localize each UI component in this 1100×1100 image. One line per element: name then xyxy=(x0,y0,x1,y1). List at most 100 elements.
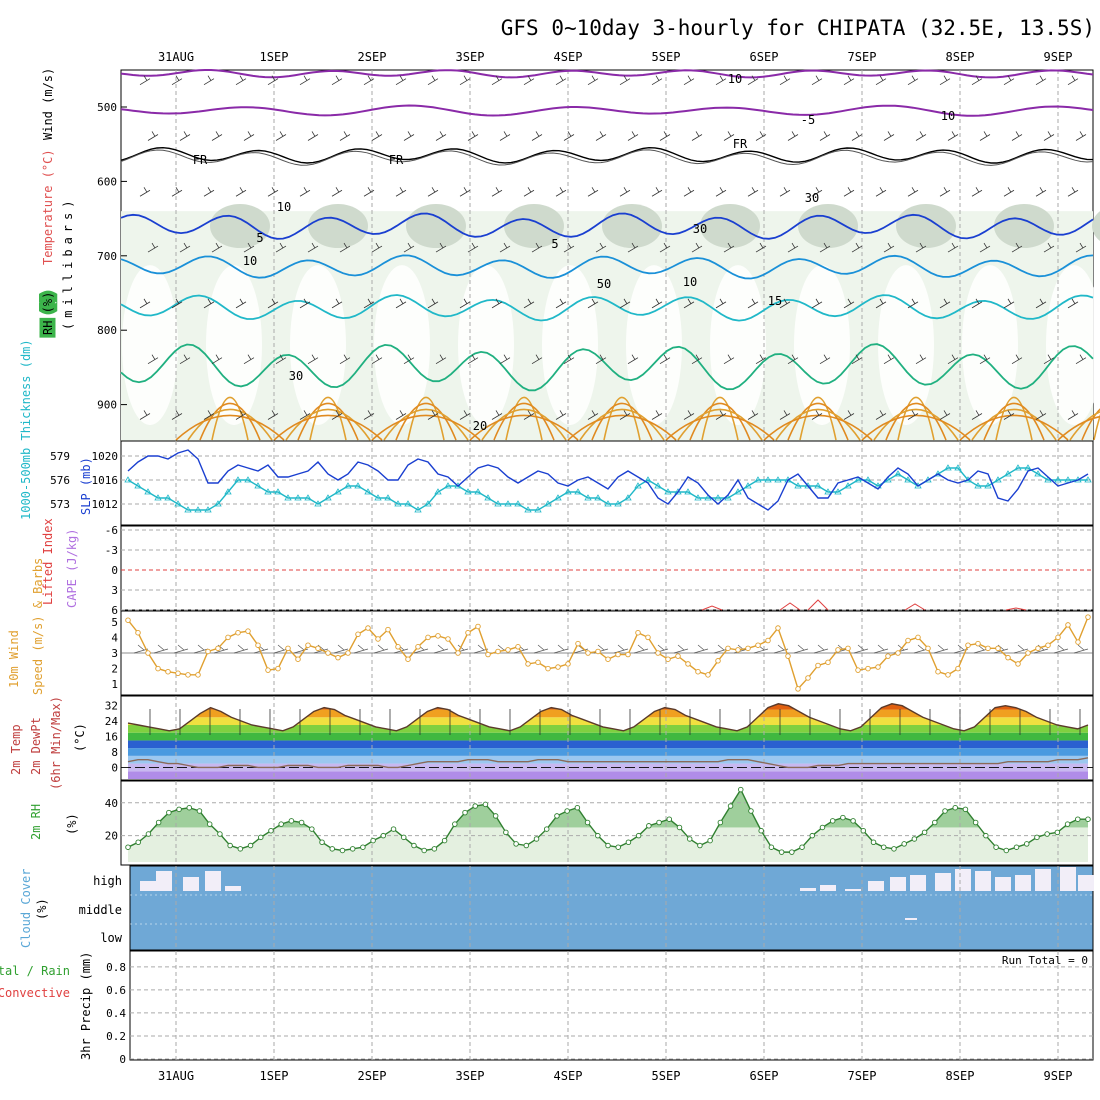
wind-barb xyxy=(531,242,543,253)
wind-barb xyxy=(691,131,703,141)
thickness-point xyxy=(504,500,512,507)
wind-barb xyxy=(1003,75,1015,86)
wind-barb xyxy=(1075,242,1087,253)
rh-2m-point xyxy=(564,808,570,814)
top-date-axis: 31AUG 1SEP 2SEP 3SEP 4SEP 5SEP 6SEP 7SEP 8SEP 9SE… xyxy=(158,50,1073,64)
thickness-point xyxy=(704,494,712,501)
wind-speed-point xyxy=(565,661,571,667)
wind-barb xyxy=(363,298,375,309)
wind-speed-point xyxy=(1025,650,1031,656)
wind-barb xyxy=(907,75,919,86)
slp-axis-label: SLP (mb) xyxy=(79,457,93,515)
wind-speed-point xyxy=(975,640,981,647)
surface-wind-barb xyxy=(533,644,549,654)
warm-contour xyxy=(297,402,359,441)
wind-barb xyxy=(203,75,215,86)
wind-barb xyxy=(595,131,607,141)
wind-barb xyxy=(555,187,567,197)
bottom-day-label: 4SEP xyxy=(554,1069,583,1083)
surface-wind-barb xyxy=(673,644,689,654)
wind-barb xyxy=(555,298,567,309)
thickness-point xyxy=(254,482,262,489)
wind-speed-point xyxy=(945,672,951,678)
wind-barb xyxy=(939,410,951,420)
thickness-point xyxy=(214,500,222,507)
wind-barb xyxy=(1075,131,1087,141)
surface-wind-barb xyxy=(853,644,869,654)
thickness-point xyxy=(1034,470,1042,477)
rh-2m-point xyxy=(983,832,989,839)
wind-barb xyxy=(587,410,599,420)
wind-barb xyxy=(427,187,439,197)
high-cloud-bar xyxy=(1015,875,1031,891)
wind-speed-point xyxy=(295,656,301,662)
warm-contour xyxy=(199,402,261,441)
wind-speed-point xyxy=(995,645,1001,652)
thickness-tick: 573 xyxy=(50,498,70,511)
temperature-axis-label: Temperature (°C) xyxy=(41,149,55,265)
contour-label: FR xyxy=(389,153,404,167)
rh-2m-point xyxy=(421,847,427,854)
wind-speed-point xyxy=(605,656,611,662)
rh-2m-point xyxy=(605,842,611,849)
surface-wind-barb xyxy=(193,644,209,654)
warm-contour xyxy=(677,408,763,441)
contour-label: 10 xyxy=(683,275,697,289)
warm-contour xyxy=(861,414,971,441)
wind-speed-point xyxy=(875,664,881,670)
wind-barb xyxy=(875,187,887,197)
wind-barb xyxy=(715,75,727,86)
wind-barb xyxy=(171,187,183,197)
precip-tick: 0.4 xyxy=(106,1007,126,1020)
wind-barb xyxy=(851,242,863,253)
rh-dry-region xyxy=(794,265,850,426)
rh-moist-region xyxy=(602,204,662,249)
wind-barb xyxy=(1035,187,1047,197)
wind-tick: 2 xyxy=(111,663,118,676)
thickness-point xyxy=(284,494,292,501)
surface-wind-barb xyxy=(233,644,249,654)
warm-contour xyxy=(959,414,1069,441)
thickness-point xyxy=(844,482,852,489)
chart-title: GFS 0~10day 3-hourly for CHIPATA (32.5E,… xyxy=(501,16,1095,40)
wind-barb xyxy=(427,410,439,420)
wind-speed-point xyxy=(725,645,731,652)
temp-contour-5 xyxy=(120,212,1094,240)
wind-barb xyxy=(243,354,255,365)
rh-2m-point xyxy=(380,832,387,839)
thickness-point xyxy=(764,476,772,483)
wind-speed-point xyxy=(925,645,931,652)
cape-axis-label: CAPE (J/kg) xyxy=(65,529,79,608)
wind-barb xyxy=(243,131,255,141)
contour-label: 5 xyxy=(256,231,263,245)
top-day-label: 3SEP xyxy=(456,50,485,64)
wind-barb xyxy=(683,298,695,309)
wind-speed-point xyxy=(135,629,141,636)
wind-barb xyxy=(843,410,855,420)
wind-speed-point xyxy=(285,645,291,652)
wind-speed-point xyxy=(715,658,721,664)
wind-barb xyxy=(395,187,407,197)
temp-contour-10 xyxy=(120,254,1094,280)
wind-10m-panel: 5 4 3 2 1 10m Wind Speed (m/s) & Barbs xyxy=(7,558,1094,696)
wind-barb xyxy=(587,298,599,309)
rh-moist-region xyxy=(798,204,858,249)
rh-2m-point xyxy=(166,809,172,816)
thickness-point xyxy=(604,500,612,507)
wind-tick: 5 xyxy=(111,616,118,629)
wind-speed-point xyxy=(155,665,161,672)
thickness-point xyxy=(524,506,532,513)
wind-barb xyxy=(523,75,535,86)
wind-barb xyxy=(211,242,223,253)
li-segment xyxy=(779,602,801,611)
warm-contour xyxy=(971,408,1057,441)
wind-barb xyxy=(147,242,159,253)
rh-axis-label: RH (%) xyxy=(41,292,55,335)
wind-barb xyxy=(691,354,703,365)
rh-2m-point xyxy=(595,832,601,839)
wind-speed-point xyxy=(435,633,441,639)
wind-barb xyxy=(435,354,447,365)
rh-2m-point xyxy=(217,831,223,837)
thickness-point xyxy=(904,476,912,483)
wind-speed-point xyxy=(595,648,601,655)
